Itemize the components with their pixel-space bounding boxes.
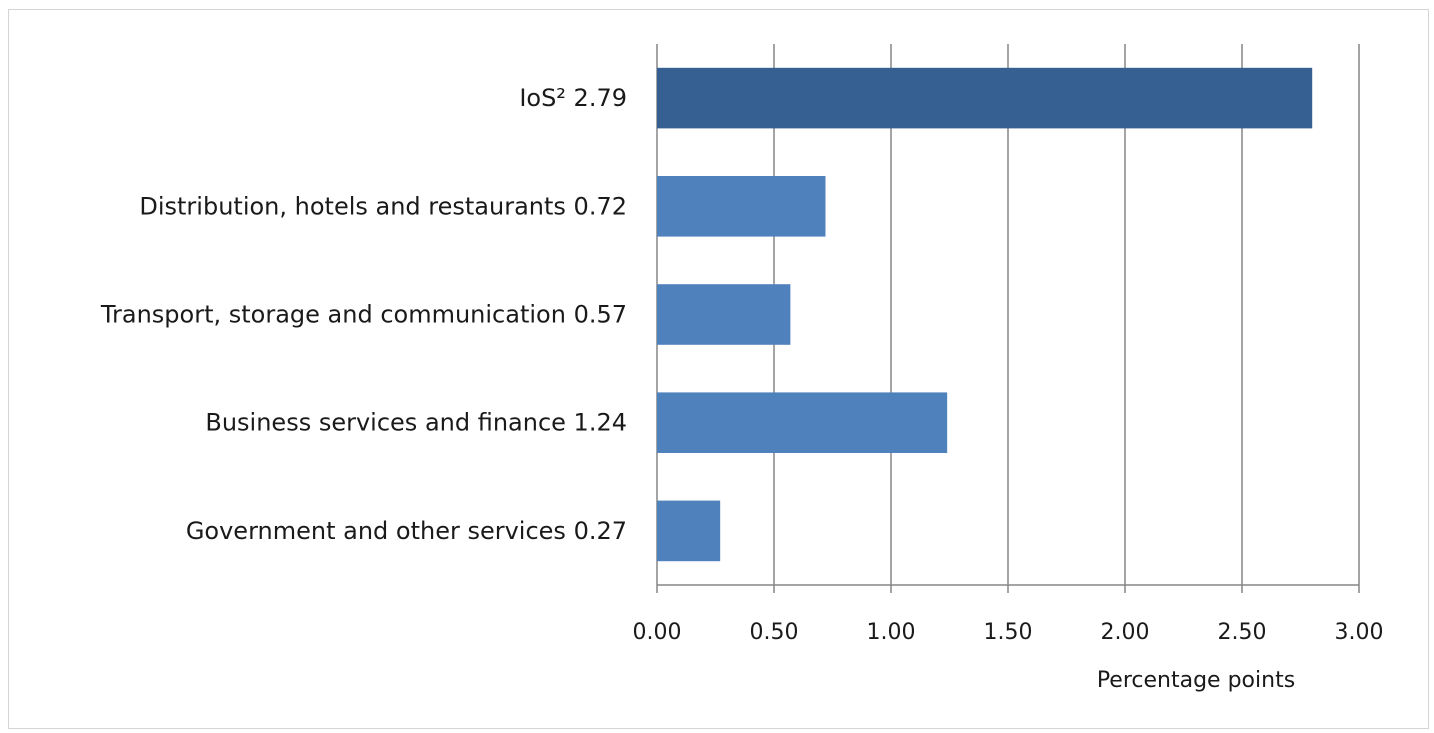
category-label-4: Government and other services 0.27 — [186, 517, 627, 545]
x-tick-label-2: 1.00 — [867, 620, 916, 645]
x-tick-label-4: 2.00 — [1101, 620, 1150, 645]
x-tick-label-1: 0.50 — [750, 620, 799, 645]
x-tick-label-3: 1.50 — [984, 620, 1033, 645]
bar-chart: 0.00 0.50 1.00 1.50 2.00 2.50 3.00 IoS² 2.79 Di… — [100, 44, 1384, 693]
x-axis: 0.00 0.50 1.00 1.50 2.00 2.50 3.00 — [633, 584, 1384, 645]
x-tick-label-5: 2.50 — [1218, 620, 1267, 645]
category-label-3: Business services and finance 1.24 — [205, 409, 627, 437]
category-label-2: Transport, storage and communication 0.5… — [100, 301, 627, 329]
x-axis-title: Percentage points — [1097, 668, 1295, 693]
category-label-0: IoS² 2.79 — [519, 84, 627, 112]
bar-3 — [657, 392, 948, 453]
x-tick-label-0: 0.00 — [633, 620, 682, 645]
bar-2 — [657, 284, 791, 345]
category-label-1: Distribution, hotels and restaurants 0.7… — [139, 192, 627, 220]
bar-1 — [657, 176, 826, 237]
bar-4 — [657, 500, 721, 562]
category-labels: IoS² 2.79 Distribution, hotels and restau… — [100, 84, 627, 545]
bars — [657, 67, 1313, 562]
bar-0 — [657, 67, 1313, 129]
x-tick-label-6: 3.00 — [1335, 620, 1384, 645]
chart-frame: 0.00 0.50 1.00 1.50 2.00 2.50 3.00 IoS² 2.79 Di… — [8, 9, 1429, 729]
grid-lines — [656, 44, 1360, 585]
